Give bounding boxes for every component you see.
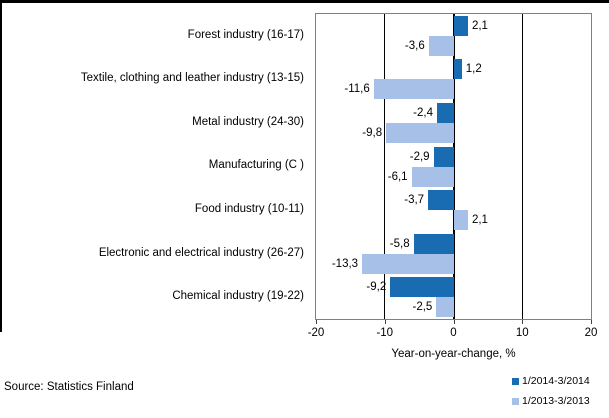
category-label: Electronic and electrical industry (26-2… bbox=[98, 246, 304, 259]
bar-current-6 bbox=[390, 277, 454, 298]
bar-value-label: -2,4 bbox=[413, 106, 433, 119]
bar-current-0 bbox=[453, 15, 468, 36]
legend-item: 1/2014-3/2014 bbox=[512, 374, 590, 388]
gridline bbox=[521, 14, 523, 319]
bar-value-label: -3,7 bbox=[404, 194, 425, 207]
legend-item: 1/2013-3/2013 bbox=[512, 394, 590, 408]
bar-previous-5 bbox=[362, 253, 454, 274]
category-label: Food industry (10-11) bbox=[194, 203, 304, 216]
x-tick bbox=[591, 320, 592, 324]
x-axis-ticks bbox=[315, 320, 592, 325]
bar-value-label: -3,6 bbox=[404, 39, 425, 52]
bar-value-label: -9,8 bbox=[362, 126, 383, 139]
x-tick-label: -10 bbox=[376, 327, 394, 339]
plot-inner: 2,1 1,2 -2,4 -2,9 -3,7 -5,8 -9,2 -3,6 -11,6 -9,8 -… bbox=[316, 14, 591, 319]
x-tick-label: 10 bbox=[515, 327, 529, 339]
gridline bbox=[384, 14, 386, 319]
bar-previous-2 bbox=[386, 122, 454, 143]
legend-swatch-icon bbox=[512, 397, 519, 405]
x-tick-label: -20 bbox=[307, 327, 325, 339]
category-label: Manufacturing (C ) bbox=[208, 159, 304, 172]
bar-previous-3 bbox=[411, 166, 454, 187]
bar-value-label: -2,5 bbox=[412, 301, 433, 314]
bar-current-1 bbox=[453, 59, 462, 80]
bar-previous-1 bbox=[373, 79, 454, 100]
source-note: Source: Statistics Finland bbox=[4, 381, 134, 393]
frame-border-top bbox=[0, 0, 609, 3]
bar-current-2 bbox=[437, 102, 454, 123]
x-tick bbox=[453, 320, 455, 324]
x-tick-label: 20 bbox=[584, 327, 598, 339]
category-label: Chemical industry (19-22) bbox=[172, 290, 304, 303]
legend: 1/2014-3/2014 1/2013-3/2013 bbox=[512, 374, 590, 414]
category-axis: Forest industry (16-17) Textile, clothing… bbox=[2, 13, 310, 319]
x-axis-tick-labels: -20 -10 0 10 20 bbox=[308, 327, 598, 341]
category-label: Forest industry (16-17) bbox=[187, 28, 304, 41]
bar-value-label: -13,3 bbox=[331, 257, 359, 270]
bar-value-label: -2,9 bbox=[409, 150, 430, 163]
x-axis-title: Year-on-year-change, % bbox=[391, 348, 516, 360]
legend-label: 1/2013-3/2013 bbox=[522, 395, 590, 407]
bar-current-5 bbox=[413, 233, 454, 254]
legend-swatch-icon bbox=[512, 377, 519, 385]
bar-value-label: 1,2 bbox=[465, 63, 482, 76]
bar-previous-4 bbox=[453, 210, 468, 231]
frame-border-left bbox=[0, 0, 2, 332]
category-label: Textile, clothing and leather industry (… bbox=[80, 72, 304, 85]
zero-gridline bbox=[452, 14, 455, 319]
bar-current-3 bbox=[433, 146, 454, 167]
x-tick bbox=[384, 320, 386, 324]
bar-value-label: -11,6 bbox=[344, 83, 370, 96]
category-label: Metal industry (24-30) bbox=[192, 115, 304, 128]
bar-previous-0 bbox=[428, 35, 454, 56]
plot-area: 2,1 1,2 -2,4 -2,9 -3,7 -5,8 -9,2 -3,6 -11,6 -9,8 -… bbox=[315, 13, 592, 320]
bar-value-label: -5,8 bbox=[389, 237, 410, 250]
bar-value-label: -6,1 bbox=[387, 170, 408, 183]
bar-value-label: -9,2 bbox=[366, 281, 387, 294]
bar-current-4 bbox=[428, 190, 454, 211]
legend-label: 1/2014-3/2014 bbox=[522, 375, 590, 387]
x-tick bbox=[522, 320, 524, 324]
x-tick-label: 0 bbox=[450, 327, 457, 339]
x-tick bbox=[316, 320, 317, 324]
bar-value-label: 2,1 bbox=[471, 214, 488, 227]
bar-previous-6 bbox=[436, 297, 454, 318]
bar-value-label: 2,1 bbox=[471, 19, 488, 32]
